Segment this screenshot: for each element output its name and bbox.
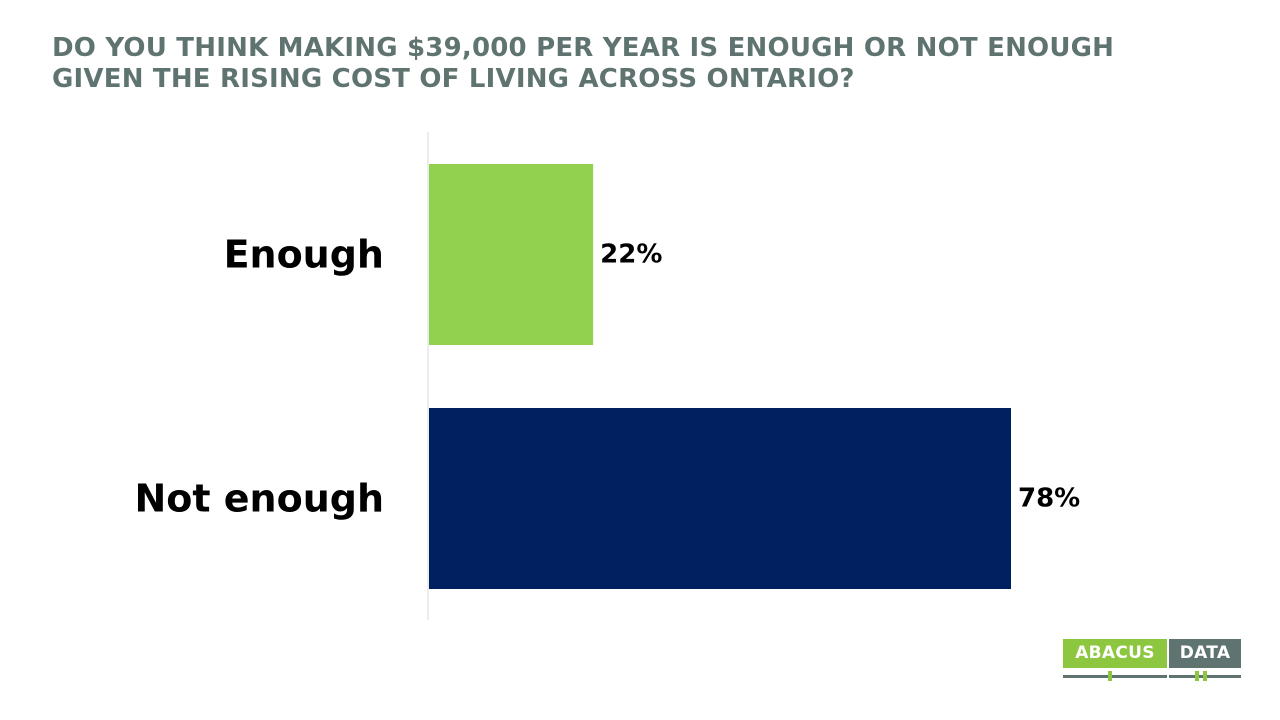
logo-data-text: DATA bbox=[1169, 639, 1241, 668]
logo-tick-2 bbox=[1195, 671, 1199, 681]
chart-title: DO YOU THINK MAKING $39,000 PER YEAR IS … bbox=[52, 33, 1262, 95]
bar-not-enough bbox=[429, 408, 1011, 589]
category-label-not-enough: Not enough bbox=[134, 477, 384, 521]
logo-abacus-text: ABACUS bbox=[1063, 639, 1167, 668]
logo-tick-1 bbox=[1108, 671, 1112, 681]
chart-title-line-1: DO YOU THINK MAKING $39,000 PER YEAR IS … bbox=[52, 33, 1115, 63]
logo-tick-3 bbox=[1203, 671, 1207, 681]
logo-underline-left bbox=[1063, 675, 1167, 678]
abacus-data-logo: ABACUS DATA bbox=[1063, 639, 1241, 683]
bar-enough bbox=[429, 164, 594, 345]
value-label-enough: 22% bbox=[600, 240, 662, 270]
value-label-not-enough: 78% bbox=[1018, 484, 1080, 514]
chart-title-line-2: GIVEN THE RISING COST OF LIVING ACROSS O… bbox=[52, 64, 855, 94]
category-label-enough: Enough bbox=[224, 233, 384, 277]
